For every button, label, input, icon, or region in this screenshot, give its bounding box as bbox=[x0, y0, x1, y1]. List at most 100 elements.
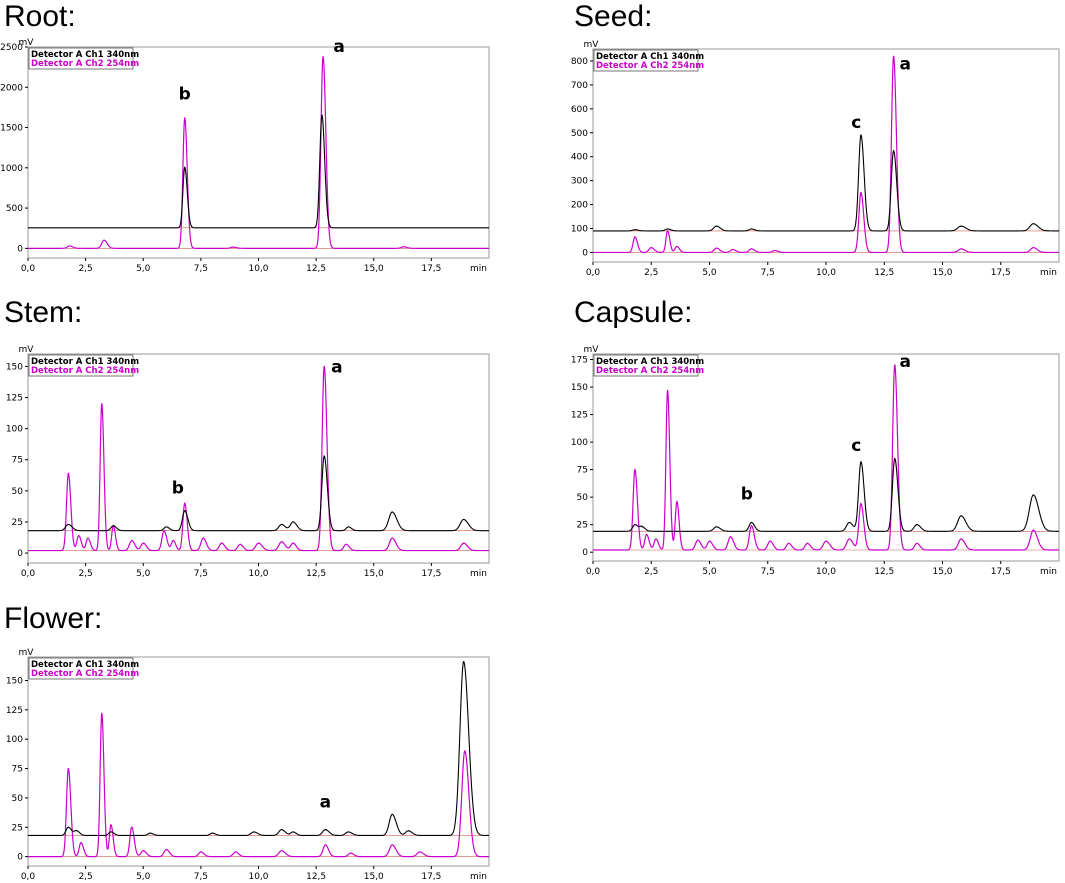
panel-title: Flower: bbox=[4, 602, 103, 635]
panel-title: Capsule: bbox=[574, 296, 693, 329]
peak-point bbox=[280, 541, 283, 543]
peak-point bbox=[848, 538, 850, 540]
peak-point bbox=[666, 228, 669, 230]
plot-frame bbox=[27, 353, 490, 564]
series-line bbox=[28, 660, 489, 837]
x-tick-label: 15,0 bbox=[932, 567, 952, 577]
y-tick-label: 75 bbox=[577, 466, 588, 476]
y-axis-unit: mV bbox=[584, 40, 600, 50]
peak-point bbox=[407, 830, 409, 832]
legend-entry: Detector A Ch1 340nm bbox=[596, 52, 704, 62]
x-axis-unit: min bbox=[470, 872, 487, 882]
peak-point bbox=[1032, 529, 1034, 531]
peak-point bbox=[848, 521, 850, 524]
peak-point bbox=[131, 540, 133, 542]
peak-point bbox=[419, 851, 421, 853]
peak-point bbox=[894, 458, 896, 460]
peak-point bbox=[232, 246, 234, 248]
peak-point bbox=[463, 518, 465, 521]
x-axis-unit: min bbox=[470, 569, 487, 579]
y-tick-label: 100 bbox=[571, 438, 588, 448]
x-tick-label: 15,0 bbox=[932, 268, 952, 278]
y-tick-label: 0 bbox=[17, 853, 23, 863]
legend-entry: Detector A Ch2 254nm bbox=[31, 366, 139, 376]
peak-point bbox=[960, 248, 962, 250]
panel-title: Root: bbox=[4, 0, 76, 33]
y-tick-label: 700 bbox=[571, 81, 588, 91]
peak-point bbox=[715, 247, 718, 249]
peak-point bbox=[391, 537, 393, 539]
peak-point bbox=[634, 524, 636, 526]
chart-panel-seed: Seed: 0 100 200 300 400 500 600 700 800 mV 0,0 2,5 5… bbox=[570, 0, 1065, 290]
peak-point bbox=[68, 245, 71, 247]
x-tick-label: 7,5 bbox=[194, 264, 208, 274]
peak-point bbox=[345, 543, 347, 545]
peak-point bbox=[892, 150, 895, 152]
y-tick-label: 75 bbox=[12, 765, 23, 775]
x-tick-label: 7,5 bbox=[194, 569, 208, 579]
peak-point bbox=[697, 539, 699, 541]
peak-point bbox=[292, 521, 294, 523]
peak-point bbox=[350, 852, 352, 854]
peak-point bbox=[666, 389, 669, 391]
chromatogram-seed: 0 100 200 300 400 500 600 700 800 mV 0,0 2,5 5,0 7,5 1… bbox=[571, 40, 1060, 278]
peak-point bbox=[708, 540, 711, 542]
y-tick-label: 25 bbox=[12, 823, 23, 833]
x-tick-label: 0,0 bbox=[586, 567, 601, 577]
x-tick-label: 12,5 bbox=[306, 569, 326, 579]
peak-point bbox=[324, 844, 326, 846]
y-tick-label: 150 bbox=[571, 383, 588, 393]
x-tick-label: 12,5 bbox=[874, 567, 894, 577]
series-line bbox=[593, 133, 1059, 232]
x-tick-label: 10,0 bbox=[816, 567, 836, 577]
x-tick-label: 5,0 bbox=[136, 872, 151, 882]
peak-point bbox=[391, 813, 393, 815]
peak-annotation: a bbox=[333, 37, 344, 57]
series-line bbox=[28, 713, 489, 858]
peak-point bbox=[221, 542, 223, 544]
chart-panel-flower: Flower: 0 25 50 75 100 125 150 mV 0,0 2,5 5,0 7,5 10… bbox=[0, 600, 500, 883]
x-tick-label: 15,0 bbox=[364, 569, 384, 579]
peak-point bbox=[729, 536, 732, 538]
y-tick-label: 150 bbox=[6, 676, 23, 686]
peak-point bbox=[750, 248, 753, 250]
peak-point bbox=[163, 530, 165, 532]
peak-point bbox=[322, 56, 324, 58]
y-tick-label: 25 bbox=[12, 518, 23, 528]
y-tick-label: 150 bbox=[6, 362, 23, 372]
x-tick-label: 0,0 bbox=[21, 872, 36, 882]
x-tick-label: 12,5 bbox=[874, 268, 894, 278]
plot-frame bbox=[592, 353, 1060, 562]
peak-annotation: b bbox=[741, 484, 753, 504]
y-tick-label: 2000 bbox=[0, 83, 23, 93]
chromatogram-stem: 0 25 50 75 100 125 150 mV 0,0 2,5 5,0 7,5 10,0 12,5 15… bbox=[6, 345, 490, 579]
peak-point bbox=[184, 502, 186, 504]
y-axis-unit: mV bbox=[19, 345, 35, 355]
peak-point bbox=[750, 521, 753, 524]
series-group bbox=[593, 364, 1059, 551]
x-tick-label: 2,5 bbox=[78, 569, 92, 579]
peak-point bbox=[211, 832, 213, 834]
peak-point bbox=[321, 114, 323, 116]
x-tick-label: 5,0 bbox=[702, 268, 717, 278]
series-group bbox=[28, 660, 489, 858]
x-tick-label: 10,0 bbox=[248, 569, 268, 579]
y-tick-label: 100 bbox=[6, 425, 23, 435]
peak-point bbox=[67, 826, 69, 828]
y-tick-label: 0 bbox=[17, 549, 23, 559]
peak-point bbox=[257, 542, 260, 544]
x-tick-label: 5,0 bbox=[702, 567, 717, 577]
x-tick-label: 0,0 bbox=[586, 268, 601, 278]
peak-annotation: a bbox=[899, 54, 910, 74]
peak-point bbox=[391, 511, 393, 513]
x-tick-label: 17,5 bbox=[421, 264, 441, 274]
peak-point bbox=[103, 239, 105, 241]
peak-point bbox=[860, 134, 862, 136]
peak-point bbox=[323, 455, 325, 457]
peak-point bbox=[960, 515, 962, 517]
peak-point bbox=[676, 500, 678, 503]
peak-point bbox=[101, 403, 103, 405]
